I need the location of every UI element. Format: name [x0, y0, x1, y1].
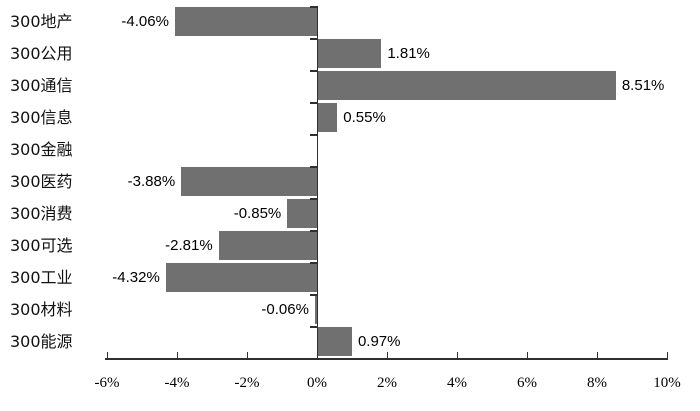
category-axis-tick — [310, 294, 317, 296]
category-label: 300信息 — [10, 107, 73, 127]
x-tick-label: 4% — [447, 375, 467, 391]
category-label: 300可选 — [10, 235, 73, 255]
x-tick-label: 2% — [377, 375, 397, 391]
value-label: 1.81% — [387, 44, 430, 62]
x-axis-line — [105, 358, 668, 360]
x-tick-label: -2% — [234, 375, 260, 391]
bar — [174, 7, 317, 36]
value-label: 0.55% — [343, 108, 386, 126]
x-axis-tick — [177, 352, 178, 358]
x-axis-tick — [107, 352, 108, 358]
x-axis-tick — [317, 352, 318, 358]
category-axis-tick — [310, 230, 317, 232]
category-axis-tick — [310, 102, 317, 104]
value-label: -2.81% — [165, 236, 213, 254]
x-axis-tick — [387, 352, 388, 358]
category-label: 300医药 — [10, 171, 73, 191]
category-label: 300地产 — [10, 11, 73, 31]
value-label: -0.06% — [261, 300, 309, 318]
category-axis-tick — [310, 166, 317, 168]
category-axis-tick — [310, 262, 317, 264]
bar — [165, 263, 317, 292]
bar — [314, 295, 317, 324]
category-label: 300通信 — [10, 75, 73, 95]
x-tick-label: 0% — [307, 375, 327, 391]
category-label: 300能源 — [10, 331, 73, 351]
x-tick-label: 10% — [653, 375, 681, 391]
x-axis-tick — [527, 352, 528, 358]
category-axis-tick — [310, 134, 317, 136]
x-tick-label: 8% — [587, 375, 607, 391]
x-axis-tick — [457, 352, 458, 358]
value-label: -4.06% — [121, 12, 169, 30]
category-label: 300消费 — [10, 203, 73, 223]
zero-axis-line — [317, 6, 318, 358]
value-label: 8.51% — [621, 76, 665, 94]
bar — [318, 327, 352, 356]
category-axis-tick — [310, 198, 317, 200]
category-label: 300金融 — [10, 139, 73, 159]
x-axis-tick — [247, 352, 248, 358]
x-tick-label: -4% — [164, 375, 190, 391]
bar — [218, 231, 317, 260]
category-label: 300公用 — [10, 43, 73, 63]
x-axis-tick — [597, 352, 598, 358]
category-label: 300材料 — [10, 299, 73, 319]
x-tick-label: -6% — [94, 375, 120, 391]
bar — [181, 167, 317, 196]
bar — [318, 71, 616, 100]
bar — [318, 103, 338, 132]
x-tick-label: 6% — [517, 375, 537, 391]
bar — [318, 39, 382, 68]
value-label: 0.97% — [357, 332, 401, 350]
category-axis-tick — [310, 70, 317, 72]
value-label: -0.85% — [233, 204, 282, 222]
x-axis-tick — [667, 352, 668, 358]
value-label: -4.32% — [112, 268, 160, 286]
category-axis-tick — [310, 38, 317, 40]
category-axis-tick — [310, 6, 317, 8]
category-axis-tick — [310, 326, 317, 328]
bar — [287, 199, 317, 228]
category-label: 300工业 — [10, 267, 73, 287]
value-label: -3.88% — [127, 172, 176, 190]
